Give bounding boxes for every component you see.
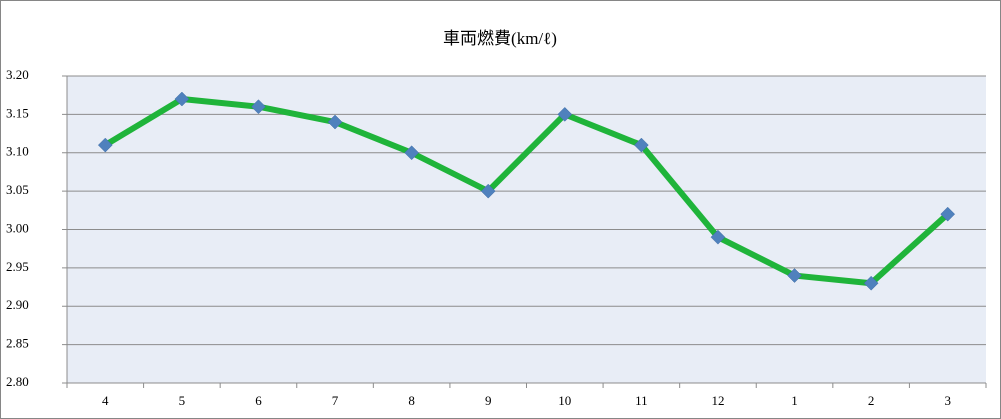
x-tick-label: 7 — [332, 393, 339, 408]
x-tick-label: 11 — [635, 393, 648, 408]
data-marker — [97, 137, 113, 153]
y-tick-label: 2.90 — [6, 297, 29, 312]
data-marker — [787, 268, 802, 283]
chart-title: 車両燃費(km/ℓ) — [443, 29, 557, 48]
y-tick-label: 3.00 — [6, 220, 29, 235]
data-marker — [480, 183, 496, 199]
x-tick-label: 2 — [868, 393, 875, 408]
data-marker — [251, 99, 266, 115]
x-tick-label: 4 — [102, 393, 109, 408]
x-tick-label: 8 — [408, 393, 415, 408]
y-tick-label: 2.95 — [6, 259, 29, 274]
x-tick-label: 6 — [255, 393, 262, 408]
x-tick-label: 3 — [944, 393, 951, 408]
data-marker — [634, 137, 649, 153]
data-marker — [863, 275, 879, 291]
y-tick-label: 3.10 — [6, 144, 29, 159]
y-tick-label: 3.20 — [6, 67, 29, 82]
x-tick-label: 10 — [558, 393, 571, 408]
data-marker — [940, 206, 956, 222]
y-tick-label: 2.80 — [6, 374, 29, 389]
x-tick-label: 5 — [179, 393, 186, 408]
data-marker — [710, 229, 726, 245]
data-marker — [174, 91, 190, 107]
data-marker — [327, 114, 343, 130]
data-marker — [404, 145, 419, 161]
y-tick-label: 2.85 — [6, 336, 29, 351]
data-marker — [557, 107, 573, 122]
y-tick-label: 3.15 — [6, 105, 29, 120]
x-tick-label: 12 — [711, 393, 724, 408]
x-tick-label: 1 — [791, 393, 798, 408]
y-tick-label: 3.05 — [6, 182, 29, 197]
data-line — [103, 96, 950, 287]
x-tick-label: 9 — [485, 393, 492, 408]
